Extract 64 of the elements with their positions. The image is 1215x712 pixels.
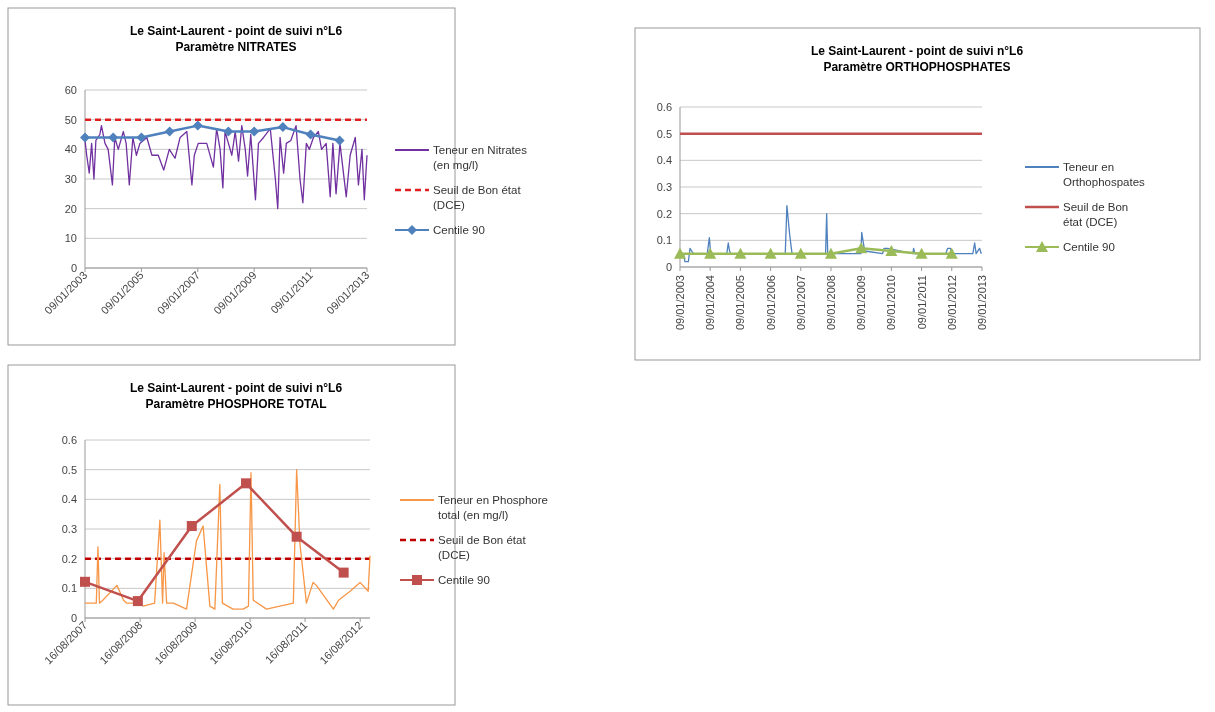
point <box>80 132 90 143</box>
y-tick-label: 0 <box>70 612 77 624</box>
y-tick-label: 0.6 <box>61 434 77 446</box>
legend-label: Seuil de Bon état (DCE) <box>1063 201 1129 228</box>
point <box>132 596 143 607</box>
y-tick-label: 50 <box>64 113 77 126</box>
legend-label: Centile 90 <box>438 574 490 586</box>
legend-label: Centile 90 <box>433 224 485 236</box>
x-tick-label: 09/01/2004 <box>704 275 717 331</box>
y-tick-label: 0.1 <box>61 582 77 595</box>
y-tick-label: 0.5 <box>656 127 672 140</box>
point <box>291 531 302 542</box>
legend-label: Seuil de Bon état (DCE) <box>438 534 527 561</box>
point <box>80 576 90 587</box>
chart-subtitle: Paramètre ORTHOPHOSPHATES <box>823 60 1011 74</box>
y-tick-label: 40 <box>64 143 77 156</box>
y-tick-label: 0.1 <box>656 234 672 247</box>
y-tick-label: 0 <box>70 262 77 274</box>
y-tick-label: 0.4 <box>656 154 672 167</box>
x-tick-label: 09/01/2008 <box>824 275 837 331</box>
y-tick-label: 20 <box>64 202 77 215</box>
chart-title: Le Saint-Laurent - point de suivi n°L6 <box>129 24 343 38</box>
x-tick-label: 09/01/2003 <box>674 275 686 331</box>
y-tick-label: 60 <box>64 84 77 96</box>
x-tick-label: 09/01/2010 <box>885 275 898 331</box>
point <box>192 120 203 131</box>
point <box>164 126 175 137</box>
point <box>241 478 252 489</box>
chart-subtitle: Paramètre NITRATES <box>175 40 297 54</box>
point <box>277 122 288 133</box>
legend-label: Centile 90 <box>1063 241 1115 253</box>
point <box>136 132 147 143</box>
legend-label: Teneur en Phosphore total (en mg/l) <box>438 494 548 521</box>
x-tick-label: 09/01/2011 <box>915 275 928 330</box>
point <box>223 126 234 137</box>
y-tick-label: 0.3 <box>656 181 672 193</box>
y-tick-label: 0.2 <box>656 207 672 220</box>
x-tick-label: 09/01/2006 <box>764 275 777 331</box>
chart-subtitle: Paramètre PHOSPHORE TOTAL <box>145 397 327 411</box>
chart-title: Le Saint-Laurent - point de suivi n°L6 <box>129 381 343 395</box>
y-tick-label: 0.2 <box>61 552 77 565</box>
legend-label: Teneur en Nitrates (en mg/l) <box>433 144 528 171</box>
point <box>338 567 349 578</box>
y-tick-label: 10 <box>64 232 77 245</box>
y-tick-label: 0.6 <box>656 101 672 113</box>
y-tick-label: 0.3 <box>61 523 77 535</box>
point <box>334 135 345 146</box>
legend-label: Seuil de Bon état (DCE) <box>433 184 522 211</box>
point <box>249 126 260 137</box>
y-tick-label: 0.4 <box>61 493 77 506</box>
x-tick-label: 09/01/2007 <box>794 275 807 331</box>
y-tick-label: 0.5 <box>61 463 77 476</box>
x-tick-label: 09/01/2012 <box>945 275 958 331</box>
point <box>108 132 119 143</box>
legend-label: Teneur en Orthophospates <box>1063 161 1146 188</box>
chart-title: Le Saint-Laurent - point de suivi n°L6 <box>810 44 1024 58</box>
point <box>186 521 197 532</box>
x-tick-label: 09/01/2013 <box>976 275 988 331</box>
line-series <box>84 469 371 610</box>
x-tick-label: 09/01/2009 <box>855 275 868 331</box>
y-tick-label: 0 <box>665 261 672 273</box>
x-tick-label: 09/01/2005 <box>734 275 747 331</box>
point <box>305 129 316 140</box>
y-tick-label: 30 <box>64 173 77 185</box>
